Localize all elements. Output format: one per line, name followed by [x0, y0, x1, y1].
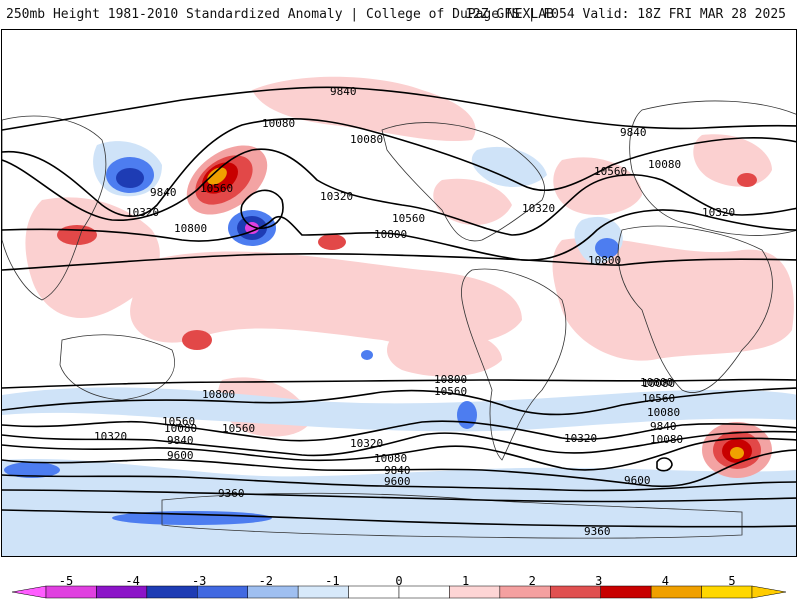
- colorbar-tick-label: -4: [125, 574, 140, 588]
- colorbar-cell: [600, 585, 652, 599]
- contour-label: 9840: [330, 85, 357, 98]
- colorbar-tick-label: 1: [461, 574, 470, 588]
- contour-label: 10080: [648, 158, 681, 171]
- contour-label: 10080: [374, 452, 407, 465]
- contour-label: 9600: [167, 449, 194, 462]
- contour-label: 10320: [702, 206, 735, 219]
- contour-label: 10320: [94, 430, 127, 443]
- contour-label: 10800: [174, 222, 207, 235]
- colorbar-cell: [449, 585, 501, 599]
- colorbar-tick-label: -1: [325, 574, 340, 588]
- contour-label: 10080: [650, 433, 683, 446]
- contour-label: 9360: [584, 525, 611, 538]
- contour-label: 10320: [350, 437, 383, 450]
- colorbar-cell: [550, 585, 601, 599]
- height-contours: [2, 86, 796, 528]
- colorbar-tick-label: 2: [528, 574, 536, 588]
- contour-label: 10320: [522, 202, 555, 215]
- contour-label: 10320: [126, 206, 159, 219]
- contour-label: 9840: [167, 434, 194, 447]
- contour-label: 10560: [162, 415, 195, 428]
- contour-label: 10080: [164, 422, 197, 435]
- contour-label: 10080: [647, 406, 680, 419]
- colorbar-cell: [146, 585, 198, 599]
- colorbar-right-arrow: [751, 585, 787, 599]
- colorbar-tick-label: 4: [661, 574, 670, 588]
- contour-label: 9840: [620, 126, 647, 139]
- contour-label: 10800: [202, 388, 235, 401]
- contour-label: 10320: [564, 432, 597, 445]
- colorbar-tick-label: 5: [728, 574, 736, 588]
- contour-label: 10560: [642, 392, 675, 405]
- map-panel: 9840 10080 10080 9840 10080 9840 10560 1…: [1, 29, 797, 557]
- anomaly-map: 9840 10080 10080 9840 10080 9840 10560 1…: [2, 30, 796, 556]
- contour-label: 10560: [200, 182, 233, 195]
- model-run-info: 12Z GFS | F054 Valid: 18Z FRI MAR 28 202…: [465, 7, 786, 22]
- colorbar-tick-label: -2: [258, 574, 274, 588]
- colorbar-tick-label: 3: [595, 574, 603, 588]
- contour-label: 9600: [384, 475, 411, 488]
- contour-label: 10560: [222, 422, 255, 435]
- colorbar-cell: [701, 585, 753, 599]
- contour-label: 10800: [434, 373, 467, 386]
- contour-label: 10800: [374, 228, 407, 241]
- contour-label: 10080: [642, 377, 675, 390]
- contour-label: 10560: [392, 212, 425, 225]
- colorbar-cell: [348, 585, 400, 599]
- contour-label: 9840: [384, 464, 411, 477]
- map-title: 250mb Height 1981-2010 Standardized Anom…: [6, 7, 554, 22]
- contour-label: 10320: [320, 190, 353, 203]
- anomaly-colorbar: -5 -4 -3 -2 -1 0 1 2 3 4 5: [0, 568, 800, 600]
- contour-label: 10080: [262, 117, 295, 130]
- contour-label: 10080: [350, 133, 383, 146]
- contour-labels: 9840 10080 10080 9840 10080 9840 10560 1…: [94, 85, 735, 538]
- colorbar-cells: [45, 585, 753, 599]
- contour-label: 10800: [588, 254, 621, 267]
- colorbar-cell: [650, 585, 702, 599]
- contour-label: 10560: [434, 385, 467, 398]
- colorbar-svg: [11, 585, 787, 599]
- colorbar-tick-label: 0: [395, 574, 403, 588]
- colorbar-cell: [398, 585, 450, 599]
- contour-label: 10800: [640, 376, 673, 389]
- contour-label: 9360: [218, 487, 245, 500]
- contour-label: 9840: [650, 420, 677, 433]
- contour-label: 10560: [594, 165, 627, 178]
- colorbar-tick-label: -5: [58, 574, 74, 588]
- contour-label: 9840: [150, 186, 177, 199]
- colorbar-cell: [499, 585, 551, 599]
- header: 250mb Height 1981-2010 Standardized Anom…: [0, 0, 800, 30]
- colorbar-left-arrow: [11, 585, 47, 599]
- colorbar-cell: [297, 585, 349, 599]
- contour-label: 9600: [624, 474, 651, 487]
- colorbar-tick-label: -3: [191, 574, 207, 588]
